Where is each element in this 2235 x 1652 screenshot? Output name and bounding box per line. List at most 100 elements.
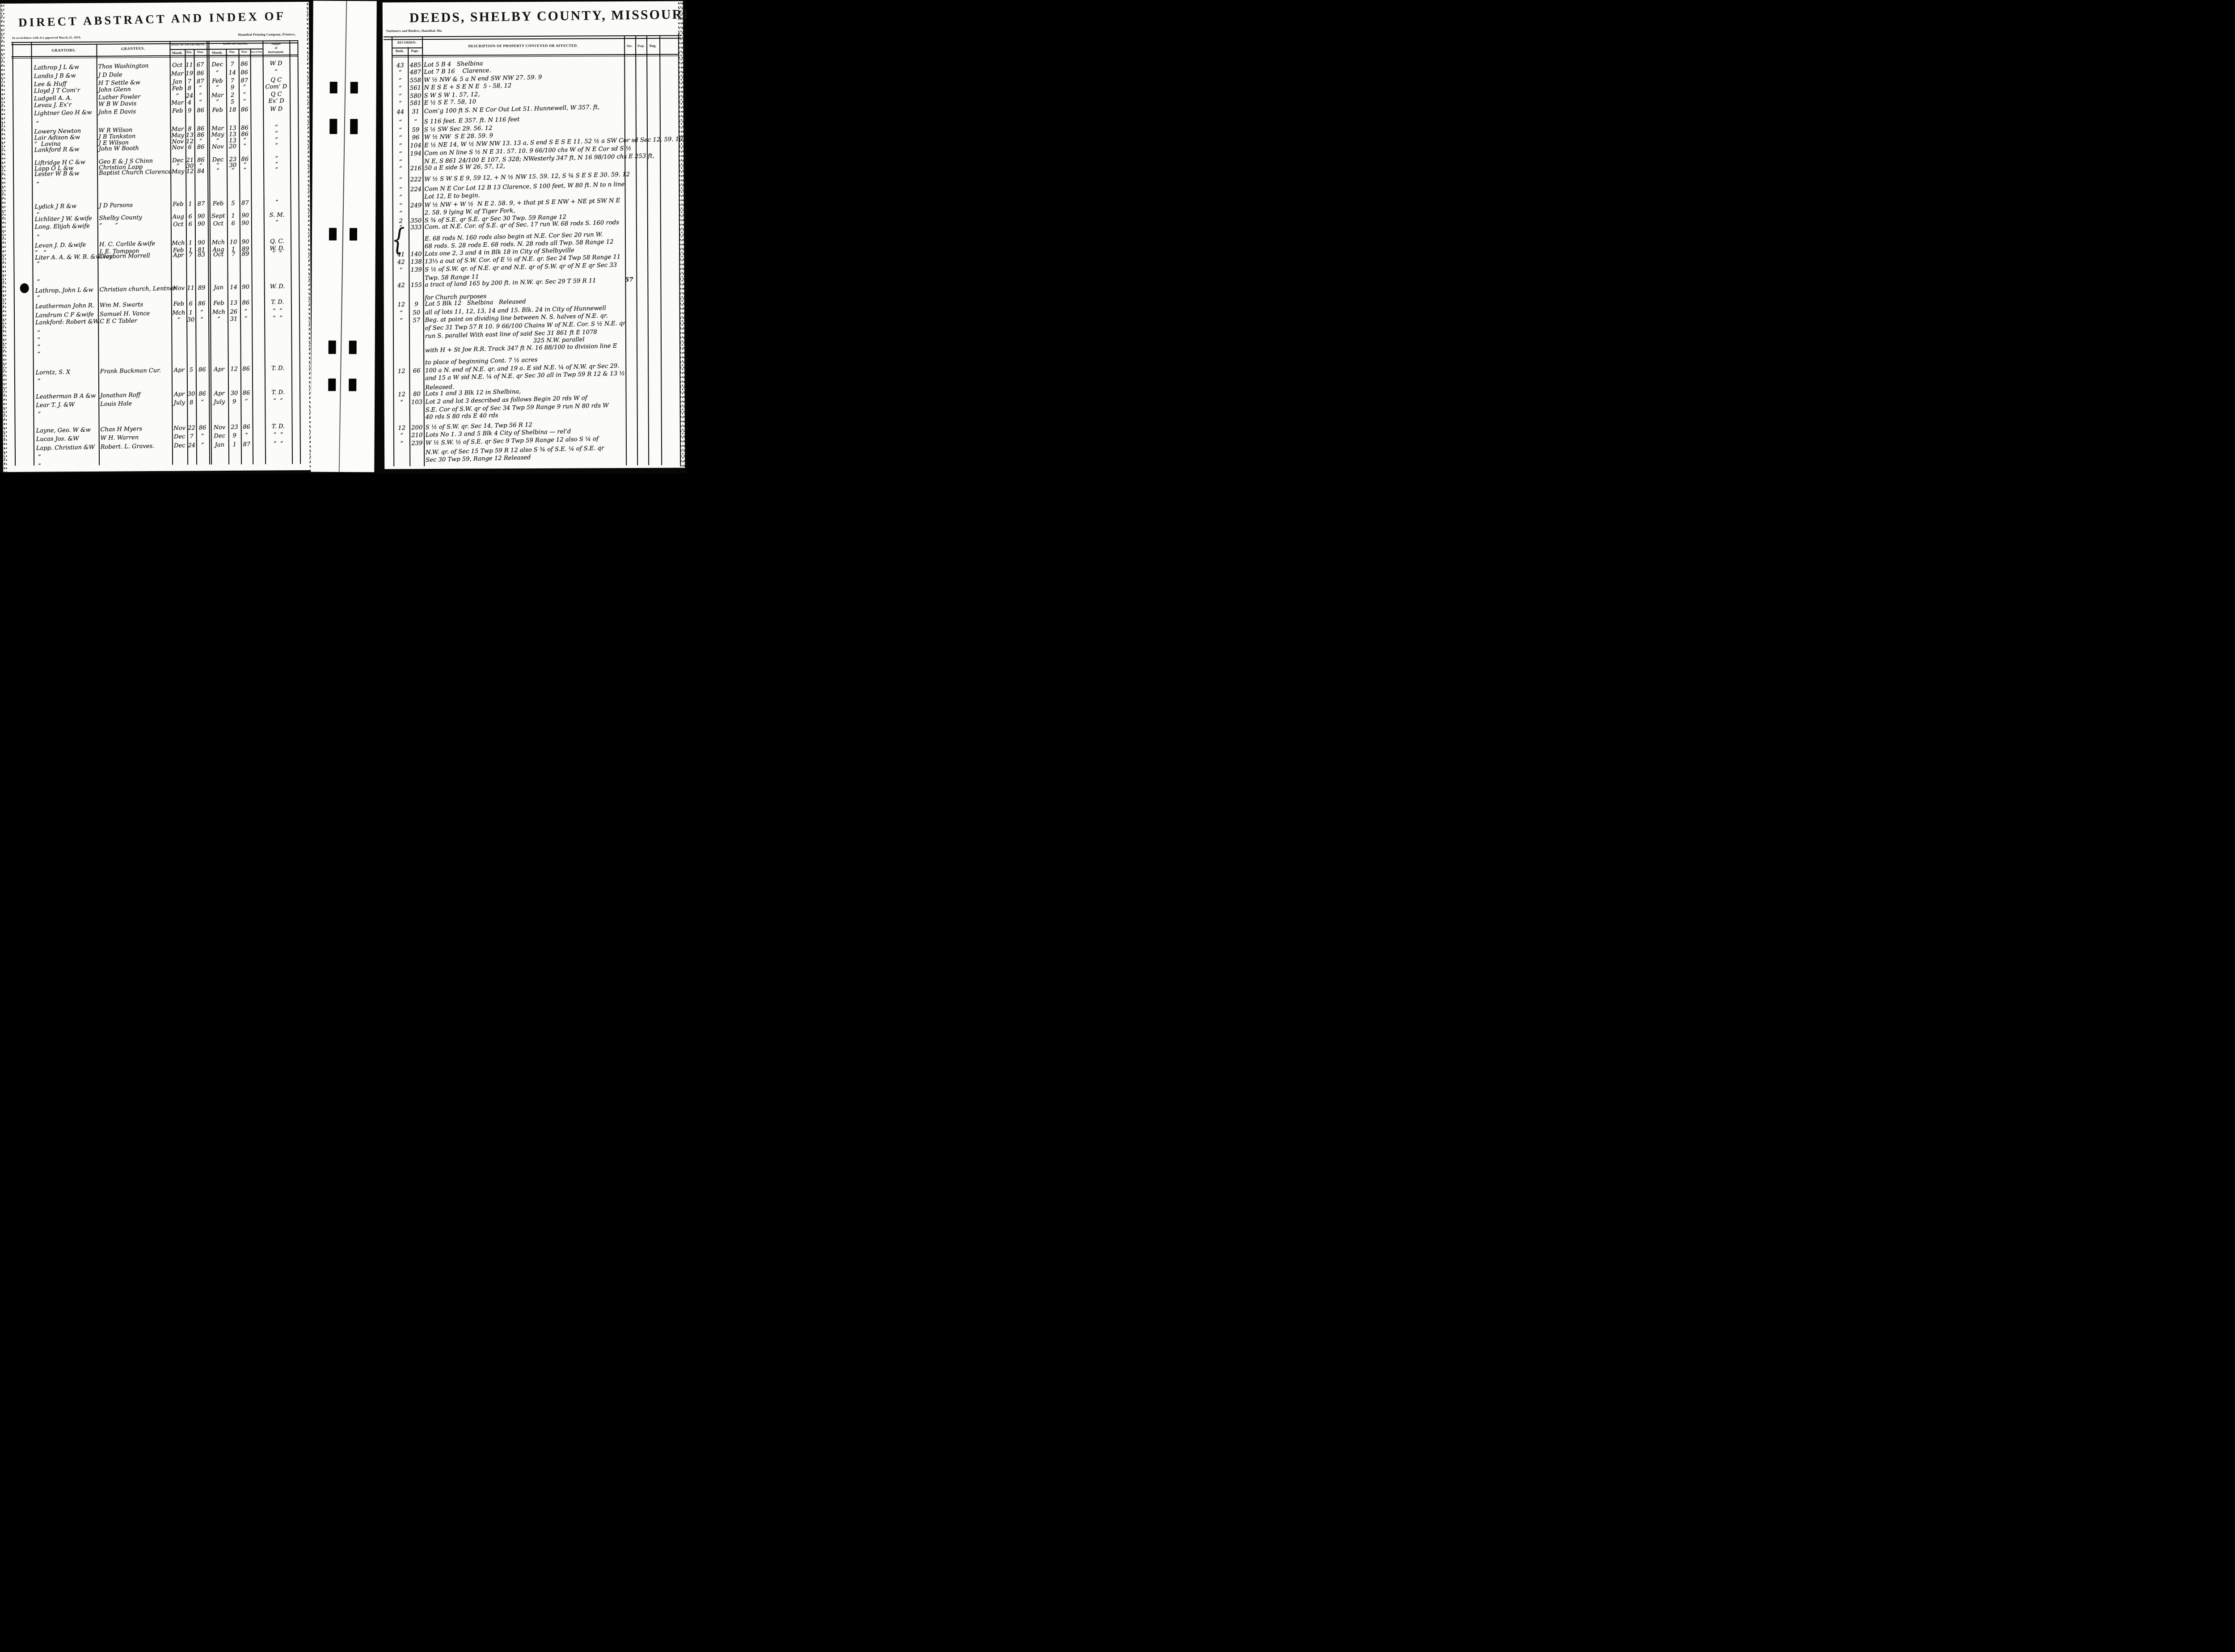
grantee-cell: John E Davis	[98, 108, 136, 116]
instrument-month-cell: Apr	[173, 252, 184, 259]
nature-cell: T. D.	[271, 299, 284, 306]
col-header-time-of-day: Time of Day.	[249, 51, 263, 54]
filing-month-cell: Feb	[213, 300, 224, 307]
nature-cell: ” ”	[272, 250, 283, 257]
book-cell: 44	[396, 109, 405, 116]
grantee-cell: ” ”	[99, 222, 118, 230]
filing-day-cell: 14	[230, 284, 238, 291]
instrument-month-cell: Feb	[172, 107, 183, 115]
sec-overwrite-cell: 57	[625, 276, 633, 284]
filing-day-cell: 9	[232, 432, 236, 439]
instrument-month-cell: Apr	[173, 367, 185, 374]
instrument-month-cell: Nov	[172, 144, 184, 152]
instrument-month-cell: Dec	[173, 433, 186, 441]
grantor-cell: Lankford R &w	[34, 146, 80, 154]
margin-ditto-mark: ”	[37, 261, 40, 268]
margin-ditto-mark: ”	[37, 329, 41, 337]
act-note: In accordance with Act approved March 25…	[12, 36, 81, 40]
filing-day-cell: 7	[231, 251, 236, 258]
filing-day-cell: 9	[232, 398, 236, 405]
col-header-file-day: Day.	[229, 50, 236, 54]
instrument-day-cell: 7	[188, 252, 193, 259]
table-rule-horizontal	[169, 48, 263, 50]
nature-cell: ” ”	[273, 440, 283, 448]
filing-day-cell: 6	[231, 220, 236, 227]
instrument-day-cell: 24	[188, 442, 196, 449]
filing-month-cell: Apr	[214, 366, 225, 373]
description-cell: 40 rds S 80 rds E 40 rds	[425, 412, 498, 421]
filing-year-cell: 87	[241, 199, 249, 207]
instrument-month-cell: Dec	[173, 442, 186, 450]
instrument-month-cell: Feb	[173, 300, 185, 308]
grantor-cell: Long. Elijah &wife	[34, 223, 90, 231]
binding-hole-mark	[349, 379, 357, 392]
book-cell: ”	[399, 194, 403, 201]
filing-year-cell: 86	[240, 60, 248, 68]
filing-month-cell: ”	[217, 316, 221, 323]
right-table-rules	[383, 1, 683, 467]
instrument-year-cell: 86	[198, 390, 207, 398]
table-rule-horizontal	[384, 35, 682, 38]
instrument-day-cell: 5	[189, 367, 194, 374]
margin-ditto-mark: ”	[38, 454, 41, 461]
margin-ditto-mark: ”	[37, 351, 41, 358]
grantee-cell: Robert. L. Graves.	[100, 442, 155, 451]
filing-month-cell: ”	[216, 168, 220, 175]
nature-cell: ” ”	[273, 315, 283, 322]
binding-hole-mark	[350, 82, 358, 94]
grantor-cell: Lester W B &w	[34, 170, 80, 178]
filing-day-cell: 1	[232, 441, 237, 448]
page-cell: 155	[410, 282, 422, 289]
filing-month-cell: Dec	[211, 61, 223, 68]
filing-year-cell: 87	[243, 441, 251, 448]
filing-year-cell: 86	[242, 389, 250, 397]
col-header-book: Book.	[395, 49, 404, 53]
filing-month-cell: July	[214, 398, 225, 406]
grantee-cell: J D Parsons	[99, 202, 133, 210]
filing-day-cell: 20	[229, 143, 237, 150]
instrument-day-cell: 6	[189, 300, 193, 308]
left-margin-ditto-marks: ”””””””””””””””	[0, 2, 309, 470]
instrument-year-cell: ”	[201, 442, 204, 449]
filing-day-cell: 31	[230, 316, 238, 323]
left-page-title: DIRECT ABSTRACT AND INDEX OF	[18, 9, 286, 30]
stationers-note: Stationers and Binders, Hannibal, Mo.	[386, 29, 443, 33]
filing-year-cell: ”	[244, 316, 248, 323]
scanned-deed-index-spread: DIRECT ABSTRACT AND INDEX OF In accordan…	[0, 0, 687, 473]
instrument-year-cell: 87	[197, 200, 205, 208]
filing-month-cell: Oct	[213, 220, 224, 228]
margin-ditto-mark: ”	[37, 278, 40, 286]
col-header-rng: Rng.	[649, 43, 657, 48]
page-cell: 333	[410, 224, 422, 231]
nature-cell: ” ”	[273, 431, 283, 439]
filing-year-cell: 90	[242, 283, 250, 291]
col-header-inst-year: Year.	[197, 51, 204, 54]
instrument-year-cell: ”	[201, 399, 204, 406]
instrument-day-cell: 11	[187, 285, 195, 292]
instrument-year-cell: 86	[197, 143, 205, 151]
book-cell: ”	[399, 100, 402, 107]
table-rule-horizontal	[384, 38, 682, 40]
instrument-month-cell: May	[171, 168, 185, 176]
binding-gutter	[311, 0, 377, 472]
instrument-year-cell: 86	[197, 107, 205, 114]
page-cell: 239	[411, 440, 423, 447]
nature-cell: ”	[275, 219, 279, 226]
instrument-year-cell: 86	[198, 424, 207, 432]
instrument-year-cell: 89	[198, 284, 206, 292]
instrument-year-cell: ”	[200, 316, 204, 323]
page-cell: 581	[409, 100, 422, 107]
table-rule-horizontal	[392, 47, 422, 48]
filing-year-cell: ”	[245, 432, 249, 439]
col-header-description: DESCRIPTION OF PROPERTY CONVEYED OR AFFE…	[468, 43, 578, 48]
grantor-cell: Lear T. J. &W	[36, 401, 75, 409]
margin-ditto-mark: ”	[37, 344, 41, 351]
binding-hole-mark	[329, 118, 337, 134]
instrument-year-cell: 86	[198, 300, 206, 308]
book-cell: 42	[397, 282, 405, 289]
nature-cell: W. D.	[270, 283, 285, 291]
brace-mark: {	[392, 222, 405, 257]
margin-ditto-mark: ”	[36, 120, 39, 127]
margin-ditto-mark: ”	[36, 234, 40, 241]
col-header-recorded: RECORDED.	[397, 41, 417, 45]
